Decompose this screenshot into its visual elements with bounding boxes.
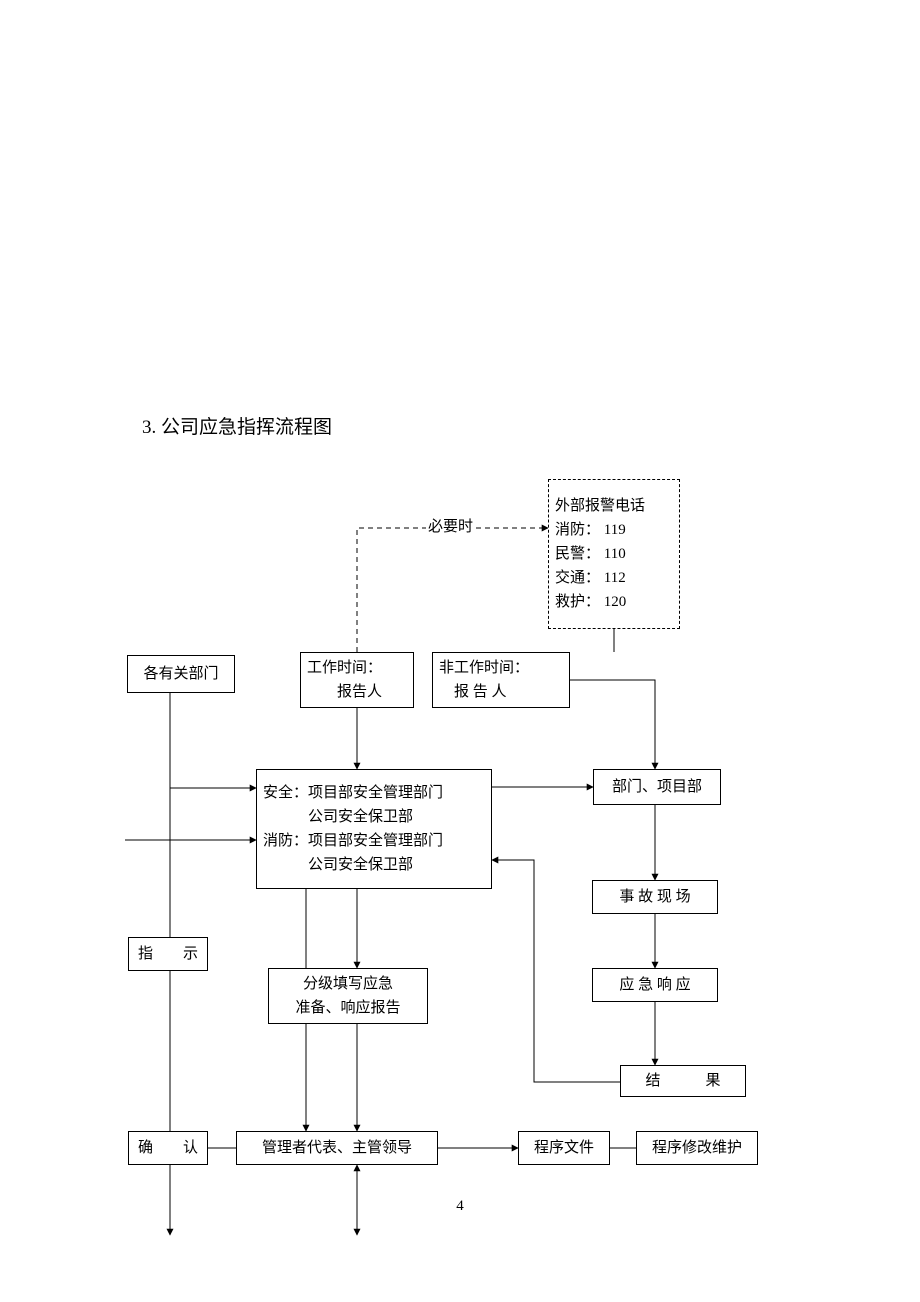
node-work_reporter: 工作时间： 报告人: [300, 652, 414, 708]
node-dept_proj: 部门、项目部: [593, 769, 721, 805]
node-result: 结 果: [620, 1065, 746, 1097]
node-response: 应 急 响 应: [592, 968, 718, 1002]
page-title: 3. 公司应急指挥流程图: [142, 412, 332, 439]
page-number: 4: [0, 1198, 920, 1215]
node-nonwork_reporter: 非工作时间： 报 告 人: [432, 652, 570, 708]
node-safety: 安全：项目部安全管理部门 公司安全保卫部消防：项目部安全管理部门 公司安全保卫部: [256, 769, 492, 889]
page: 3. 公司应急指挥流程图 外部报警电话消防： 119民警： 110交通： 112…: [0, 0, 920, 1302]
node-manager: 管理者代表、主管领导: [236, 1131, 438, 1165]
node-instruction: 指 示: [128, 937, 208, 971]
flowchart-edges: [0, 0, 920, 1302]
node-ext_alarm: 外部报警电话消防： 119民警： 110交通： 112救护： 120: [548, 479, 680, 629]
node-proc_file: 程序文件: [518, 1131, 610, 1165]
edge-label-0: 必要时: [426, 515, 475, 536]
node-departments: 各有关部门: [127, 655, 235, 693]
edge-0: [357, 528, 548, 652]
node-confirm: 确 认: [128, 1131, 208, 1165]
node-maintain: 程序修改维护: [636, 1131, 758, 1165]
node-incident: 事 故 现 场: [592, 880, 718, 914]
node-report: 分级填写应急准备、响应报告: [268, 968, 428, 1024]
edge-4: [170, 693, 256, 788]
edge-2: [570, 680, 655, 769]
